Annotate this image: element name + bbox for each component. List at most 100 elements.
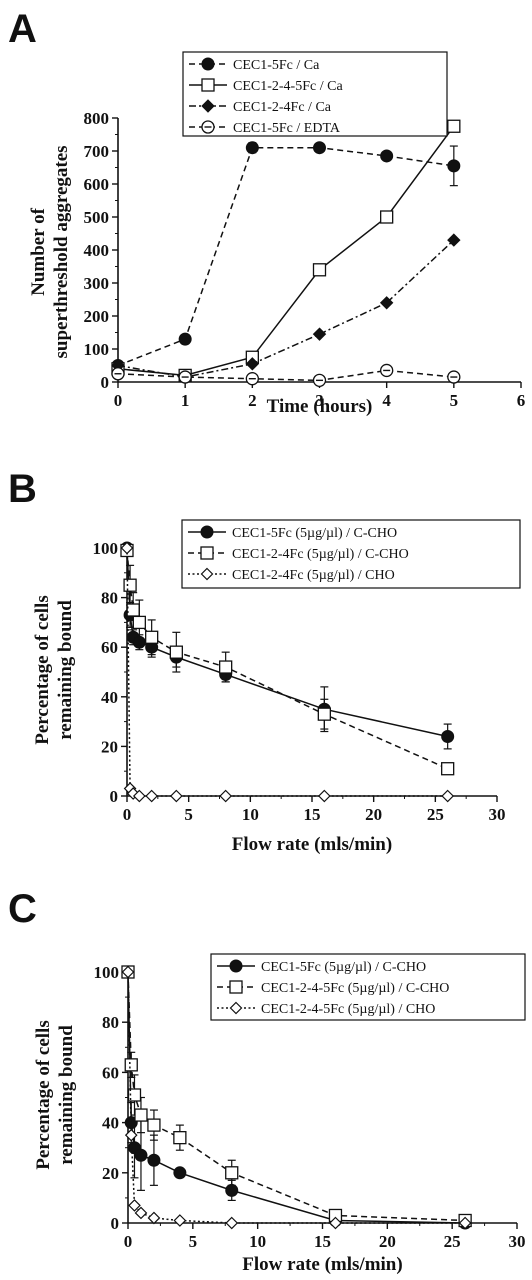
panel-c-y-tick-label: 60 [102,1063,119,1082]
panel-c-x-tick-label: 10 [249,1232,266,1251]
panel-c-data-point [147,1153,161,1167]
panel-c-x-tick-label: 25 [444,1232,461,1251]
panel-c-legend: CEC1-5Fc (5µg/µl) / C-CHO CEC1-2-4-5Fc (5… [210,953,526,1021]
panel-a-data-point [447,119,461,133]
panel-a-y-axis-title-line: superthreshold aggregates [51,145,72,358]
panel-b-data-point [145,630,159,644]
panel-b-series-line [126,547,448,797]
panel-a-y-axis-title-line: Number of [28,207,49,295]
panel-b-data-point [219,660,233,674]
panel-c-y-tick-label: 100 [94,963,120,982]
panel-a-data-point [380,149,394,163]
panel-c-data-point [173,1131,187,1145]
panel-c-series-3 [121,965,472,1230]
panel-c-y-tick-label: 0 [111,1214,120,1233]
panel-a-data-point [312,327,327,341]
panel-a-legend-marker [201,99,215,113]
panel-c-data-point [127,1088,142,1102]
panel-b-legend-label: CEC1-2-4Fc (5µg/µl) / CHO [232,568,395,583]
panel-a-series-line [117,369,454,382]
panel-c-y-axis-title: Percentage of cells remaining bound [33,1020,77,1169]
panel-a-legend-label: CEC1-5Fc / EDTA [233,121,341,136]
panel-c-y-axis-title-line: Percentage of cells [33,1020,54,1169]
panel-b-data-point [441,762,455,776]
panel-a-legend: CEC1-5Fc / Ca CEC1-2-4-5Fc / Ca CEC1-2-4Fc… [182,51,448,137]
panel-c-y-tick-label: 80 [102,1013,119,1032]
panel-a-y-tick-label: 0 [101,373,110,392]
panel-c-data-point [173,1214,187,1227]
panel-b-data-point [441,789,455,803]
panel-b-x-axis-title: Flow rate (mls/min) [232,834,392,855]
panel-a-legend-label: CEC1-5Fc / Ca [233,58,320,73]
panel-a-y-tick-label: 800 [84,109,110,128]
panel-a-data-point [178,332,192,346]
panel-c-legend-marker [229,1001,243,1015]
panel-a-y-tick-label: 500 [84,208,110,227]
panel-b-legend-box [181,519,521,589]
panel-b-legend-label: CEC1-2-4Fc (5µg/µl) / C-CHO [232,547,409,562]
panel-c-data-point [458,1216,472,1230]
panel-b-y-axis-title-line: Percentage of cells [32,595,53,744]
panel-b-x-tick-label: 0 [123,805,132,824]
panel-c-legend-label: CEC1-2-4-5Fc (5µg/µl) / CHO [261,1002,435,1017]
panel-a-legend-label: CEC1-2-4Fc / Ca [233,100,332,115]
panel-c-legend-label: CEC1-2-4-5Fc (5µg/µl) / C-CHO [261,981,449,996]
panel-c-data-point [134,1206,148,1220]
panel-c: C 0 5 10 15 20 25 30 0 20 40 60 80 100 Flow rate (mls/… [8,887,526,1275]
panel-a-data-point [379,296,394,310]
panel-c-data-point [121,965,135,979]
panel-a: A 0 1 2 3 4 5 6 0 100 200 300 400 500 600 700 800 Time (h… [8,7,525,417]
panel-c-data-point [225,1216,239,1230]
panel-b-legend-marker [200,567,214,581]
panel-b-y-axis-title-line: remaining bound [55,600,76,740]
panel-a-y-tick-label: 400 [84,241,110,260]
panel-b-data-point [441,729,455,743]
panel-a-y-tick-label: 600 [84,175,110,194]
panel-b-y-tick-label: 100 [93,539,119,558]
panel-a-x-tick-label: 6 [517,391,526,410]
panel-a-data-point [245,357,260,371]
panel-b-legend-label: CEC1-5Fc (5µg/µl) / C-CHO [232,526,397,541]
panel-c-x-tick-label: 15 [314,1232,331,1251]
panel-b-legend: CEC1-5Fc (5µg/µl) / C-CHO CEC1-2-4Fc (5µg… [181,519,521,589]
panel-c-legend-marker [229,959,243,973]
panel-a-y-tick-label: 700 [84,142,110,161]
panel-c-y-tick-label: 40 [102,1114,119,1133]
panel-a-y-tick-label: 200 [84,307,110,326]
panel-b-legend-marker [200,546,214,560]
panel-b-x-tick-label: 20 [365,805,382,824]
panel-c-data-point [225,1183,239,1197]
panel-a-legend-box [182,51,448,137]
panel-a-x-tick-label: 4 [382,391,391,410]
panel-c-legend-box [210,953,526,1021]
panel-b-y-tick-label: 20 [101,737,118,756]
panel-b-data-point [132,789,146,803]
panel-b-data-point [317,789,331,803]
panel-b-y-axis-title: Percentage of cells remaining bound [32,595,76,744]
panel-a-x-tick-label: 3 [315,391,324,410]
panel-b-x-tick-label: 5 [184,805,193,824]
panel-b: B 0 5 10 15 20 25 30 0 20 40 60 80 100 Flow rate (mls/… [8,467,521,855]
panel-b-x-tick-label: 10 [242,805,259,824]
panel-a-series-1 [111,141,461,372]
panel-a-x-tick-label: 0 [114,391,123,410]
panel-b-letter: B [8,467,37,511]
panel-b-y-tick-label: 80 [101,589,118,608]
panel-b-data-point [145,789,159,803]
panel-a-y-tick-label: 100 [84,340,110,359]
panel-c-data-point [329,1216,342,1230]
panel-c-data-point [147,1211,161,1225]
panel-a-data-point [380,210,394,224]
panel-b-x-tick-label: 15 [304,805,321,824]
panel-c-x-axis-title: Flow rate (mls/min) [242,1254,402,1275]
panel-b-data-point [123,578,137,592]
panel-a-data-point [447,233,461,247]
panel-a-legend-label: CEC1-2-4-5Fc / Ca [233,79,343,94]
panel-a-x-axis-title: Time (hours) [267,396,373,417]
panel-b-data-point [132,615,146,630]
panel-b-data-point [169,645,183,659]
panel-c-data-point [225,1166,239,1180]
panel-c-x-tick-label: 30 [509,1232,526,1251]
panel-b-data-point [120,541,134,555]
panel-b-y-tick-label: 40 [101,688,118,707]
